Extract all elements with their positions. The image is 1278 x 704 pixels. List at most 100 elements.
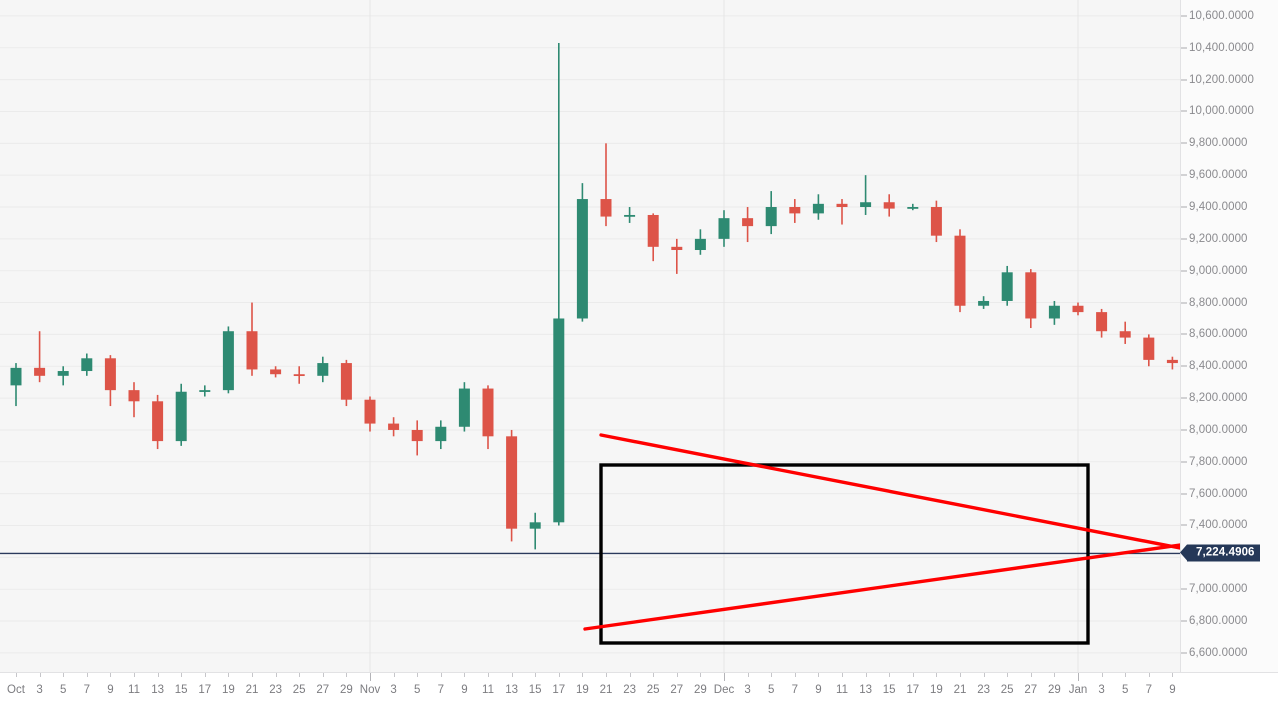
annotations-layer[interactable] xyxy=(0,0,1180,672)
chart-plot-area[interactable] xyxy=(0,0,1180,672)
time-tick-mark xyxy=(181,673,183,677)
time-tick-mark xyxy=(322,673,324,677)
price-tick-mark xyxy=(1181,588,1187,590)
price-tick-mark xyxy=(1181,142,1187,144)
price-tick-label: 8,600.0000 xyxy=(1189,328,1248,341)
candlestick xyxy=(1166,356,1178,370)
price-tick-label: 8,400.0000 xyxy=(1189,360,1248,373)
time-tick-label: 15 xyxy=(174,684,188,696)
time-tick-label: 25 xyxy=(292,684,306,696)
price-tick-label: 10,000.0000 xyxy=(1189,105,1255,118)
time-tick-mark xyxy=(700,673,702,677)
candlestick xyxy=(458,382,470,432)
price-tick-label: 8,200.0000 xyxy=(1189,392,1248,405)
candlestick xyxy=(600,143,612,227)
price-tick-label: 9,600.0000 xyxy=(1189,169,1248,182)
price-tick-mark xyxy=(1181,110,1187,112)
time-tick-label: 3 xyxy=(36,684,43,696)
candlestick xyxy=(883,194,895,217)
candlestick xyxy=(364,396,376,432)
candlestick xyxy=(1072,302,1084,316)
candlestick xyxy=(317,356,329,383)
price-tick-mark xyxy=(1181,652,1187,654)
candlestick xyxy=(529,512,541,550)
candlestick xyxy=(576,183,588,322)
time-tick-label: 9 xyxy=(461,684,468,696)
time-tick-mark xyxy=(134,673,135,677)
price-tick-label: 9,400.0000 xyxy=(1189,201,1248,213)
time-tick-mark xyxy=(228,673,230,677)
candlestick xyxy=(812,194,824,220)
time-axis[interactable]: Oct 3 5 7 9 11 13 15 17 19 21 23 25 27 29 Nov 3 5 7 9 11 13 15… xyxy=(0,672,1278,704)
time-tick-label: 23 xyxy=(269,684,282,696)
time-tick-label: 21 xyxy=(599,684,613,696)
candlestick xyxy=(246,302,258,376)
candlestick xyxy=(954,229,966,313)
candlestick xyxy=(765,191,777,235)
price-tick-label: 8,000.0000 xyxy=(1189,423,1248,436)
time-tick-mark xyxy=(842,673,843,677)
time-tick-label: Dec xyxy=(713,684,735,696)
time-tick-mark xyxy=(629,673,631,677)
time-tick-mark xyxy=(393,673,395,677)
candlestick xyxy=(81,353,93,376)
price-tick-mark xyxy=(1181,620,1187,622)
consolidation-box[interactable] xyxy=(599,463,1090,645)
ascending-support[interactable] xyxy=(583,543,1180,631)
time-tick-mark-major xyxy=(370,673,371,681)
time-tick-label: 7 xyxy=(437,684,444,696)
time-tick-label: 15 xyxy=(528,684,542,696)
candlestick xyxy=(506,429,518,542)
price-tick-label: 7,600.0000 xyxy=(1189,487,1248,500)
time-tick-mark xyxy=(1101,673,1103,677)
price-tick-mark xyxy=(1181,397,1187,399)
candlestick xyxy=(482,385,494,450)
time-tick-mark xyxy=(16,673,17,677)
time-tick-label: 17 xyxy=(552,684,566,696)
time-tick-label: 7 xyxy=(791,684,798,696)
candlestick xyxy=(624,207,636,223)
time-tick-label: 25 xyxy=(646,684,660,696)
time-tick-label: 27 xyxy=(316,684,330,696)
candlestick xyxy=(57,366,69,386)
time-tick-label: 21 xyxy=(953,684,967,696)
candlestick xyxy=(789,199,801,223)
time-tick-mark xyxy=(275,673,277,677)
price-tick-label: 10,200.0000 xyxy=(1189,73,1255,86)
candlestick xyxy=(388,417,400,437)
descending-resistance[interactable] xyxy=(599,433,1180,550)
price-tick-mark xyxy=(1181,365,1187,367)
time-tick-mark xyxy=(204,673,206,677)
candlestick xyxy=(222,326,234,394)
candlestick xyxy=(836,199,848,225)
candlestick xyxy=(435,420,447,450)
price-tick-mark xyxy=(1181,174,1187,176)
candlestick xyxy=(1025,269,1037,329)
gridlines-layer xyxy=(0,0,1180,672)
price-tick-mark xyxy=(1181,461,1187,463)
price-tick-label: 9,800.0000 xyxy=(1189,137,1248,150)
time-tick-mark-major xyxy=(724,673,725,681)
time-tick-mark xyxy=(1030,673,1032,677)
time-tick-label: 19 xyxy=(575,684,589,696)
time-tick-label: 19 xyxy=(929,684,943,696)
time-tick-mark xyxy=(511,673,513,677)
time-tick-mark xyxy=(582,673,584,677)
time-tick-label: 25 xyxy=(1000,684,1014,696)
candlestick xyxy=(175,383,187,446)
candlestick xyxy=(907,203,919,211)
time-tick-label: 7 xyxy=(83,684,90,696)
time-tick-label: 13 xyxy=(151,684,164,696)
time-tick-mark xyxy=(818,673,820,677)
candlestick xyxy=(553,42,565,526)
time-tick-label: 29 xyxy=(339,684,353,696)
time-tick-mark xyxy=(960,673,961,677)
time-tick-mark xyxy=(1125,673,1127,677)
time-tick-label: 9 xyxy=(815,684,822,696)
time-tick-label: 17 xyxy=(198,684,212,696)
price-axis[interactable]: 10,600.0000 10,400.0000 10,200.0000 10,000.… xyxy=(1180,0,1278,672)
price-tick-mark xyxy=(1181,270,1187,272)
time-tick-mark xyxy=(39,673,41,677)
candlestick xyxy=(152,394,164,450)
candlestick xyxy=(293,366,305,384)
